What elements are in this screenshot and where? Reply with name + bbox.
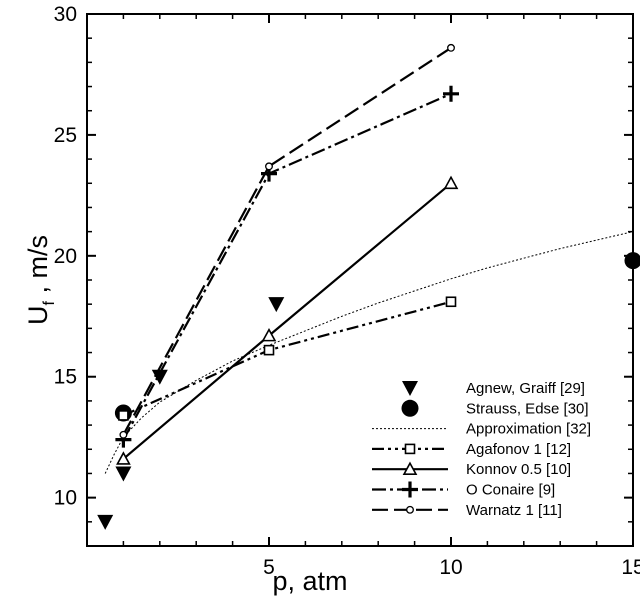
data-point-3-0	[118, 410, 129, 421]
data-layer	[97, 43, 640, 530]
legend: Agnew, Graiff [29] Strauss, Edse [30] Appr…	[372, 380, 591, 519]
y-tick-label-4: 30	[54, 3, 77, 26]
legend-item-3: Agafonov 1 [12]	[372, 441, 571, 458]
y-axis-title-subscript: f	[41, 300, 58, 305]
legend-label-0: Agnew, Graiff [29]	[466, 380, 585, 397]
data-point-0-3	[268, 297, 285, 313]
y-axis-title: Uf , m/s	[23, 235, 58, 325]
data-point-4-1	[261, 327, 277, 342]
data-point-0-1	[115, 466, 132, 482]
legend-item-4: Konnov 0.5 [10]	[372, 461, 571, 478]
x-axis-title: p, atm	[272, 566, 347, 596]
legend-item-6: Warnatz 1 [11]	[372, 502, 562, 519]
legend-item-0: Agnew, Graiff [29]	[402, 380, 585, 397]
legend-marker-6	[406, 505, 414, 514]
series-6	[119, 43, 455, 439]
y-tick-label-3: 25	[54, 124, 77, 147]
y-tick-label-0: 10	[54, 487, 77, 510]
data-point-4-2	[443, 175, 459, 190]
legend-marker-3	[404, 443, 416, 455]
legend-marker-4	[402, 461, 418, 475]
legend-label-3: Agafonov 1 [12]	[466, 441, 571, 458]
legend-label-5: O Conaire [9]	[466, 482, 555, 499]
y-axis-title-rest: , m/s	[23, 235, 53, 301]
x-tick-label-0: 5	[263, 556, 275, 579]
legend-marker-5	[402, 481, 418, 498]
y-tick-label-1: 15	[54, 366, 77, 389]
y-axis-title-main: U	[23, 305, 53, 325]
legend-item-1: Strauss, Edse [30]	[401, 399, 589, 417]
legend-item-2: Approximation [32]	[372, 421, 591, 438]
legend-marker-1	[401, 399, 419, 417]
legend-label-6: Warnatz 1 [11]	[466, 502, 562, 519]
legend-item-5: O Conaire [9]	[372, 481, 555, 499]
data-point-6-0	[119, 430, 128, 439]
series-4	[116, 175, 459, 465]
axis-ticks: 5 10 15 10 15 20 25 30	[54, 3, 640, 579]
x-tick-label-2: 15	[621, 556, 640, 579]
legend-label-1: Strauss, Edse [30]	[466, 400, 589, 417]
data-point-3-1	[263, 344, 275, 356]
series-2	[104, 231, 634, 474]
series-line-6	[122, 46, 452, 436]
data-point-5-2	[443, 85, 459, 102]
y-tick-label-2: 20	[54, 245, 77, 268]
series-3	[118, 296, 457, 421]
data-point-4-0	[116, 451, 131, 465]
data-point-6-2	[447, 43, 455, 52]
legend-marker-0	[402, 381, 418, 396]
series-line-2	[104, 231, 634, 474]
data-point-3-2	[445, 296, 457, 308]
legend-label-2: Approximation [32]	[466, 421, 591, 438]
data-point-0-0	[97, 514, 114, 530]
data-point-6-1	[265, 162, 273, 171]
series-5	[115, 85, 459, 448]
legend-label-4: Konnov 0.5 [10]	[466, 461, 571, 478]
x-tick-label-1: 10	[439, 556, 462, 579]
